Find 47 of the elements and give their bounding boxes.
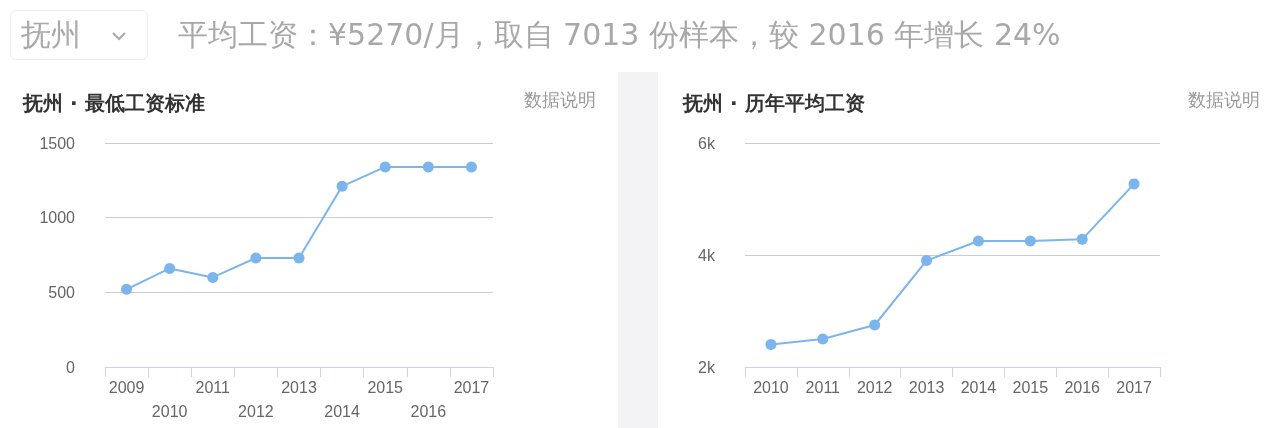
x-tick-label: 2013 <box>908 378 945 396</box>
x-tick-label: 2016 <box>1064 378 1101 396</box>
point <box>465 161 477 173</box>
x-tick-label: 2014 <box>960 378 997 396</box>
point <box>250 252 262 264</box>
x-tick-label: 2014 <box>324 402 361 420</box>
y-tick-label: 6k <box>698 134 716 152</box>
chart-title: 抚州 · 最低工资标准 <box>22 91 205 115</box>
x-tick-label: 2015 <box>367 378 404 396</box>
y-tick-label: 4k <box>698 246 716 264</box>
point <box>817 333 829 345</box>
point <box>207 271 219 283</box>
x-tick-label: 2009 <box>108 378 145 396</box>
text: 抚州 <box>21 17 81 52</box>
x-tick-label: 2017 <box>1116 378 1152 396</box>
chart-title: 抚州 · 历年平均工资 <box>682 91 865 115</box>
point <box>1024 235 1036 247</box>
x-tick-label: 2015 <box>1012 378 1049 396</box>
x-tick-label: 2010 <box>753 378 789 396</box>
point <box>379 161 391 173</box>
text: 数据说明 <box>1188 88 1260 112</box>
point <box>1128 178 1140 190</box>
point <box>869 319 881 331</box>
y-tick-label: 1000 <box>39 209 76 227</box>
x-tick-label: 2017 <box>453 378 490 396</box>
x-tick-label: 2016 <box>410 402 447 420</box>
point <box>765 339 777 351</box>
point <box>1076 233 1088 245</box>
point <box>422 161 434 173</box>
point <box>972 235 984 247</box>
x-tick-label: 2013 <box>281 378 317 396</box>
point <box>336 180 348 192</box>
point <box>921 255 933 267</box>
y-tick-label: 1500 <box>39 134 76 152</box>
x-tick-label: 2011 <box>805 378 841 396</box>
x-tick-label: 2012 <box>856 378 893 396</box>
x-tick-label: 2010 <box>151 402 188 420</box>
y-tick-label: 500 <box>48 283 76 301</box>
y-tick-label: 0 <box>66 358 76 376</box>
y-tick-label: 2k <box>698 358 716 376</box>
point <box>293 252 305 264</box>
point <box>164 262 176 274</box>
text: 数据说明 <box>524 88 596 112</box>
x-tick-label: 2012 <box>238 402 274 420</box>
text: 平均工资：¥5270/月，取自 7013 份样本，较 2016 年增长 24% <box>178 16 1061 54</box>
point <box>121 283 133 295</box>
x-tick-label: 2011 <box>195 378 231 396</box>
